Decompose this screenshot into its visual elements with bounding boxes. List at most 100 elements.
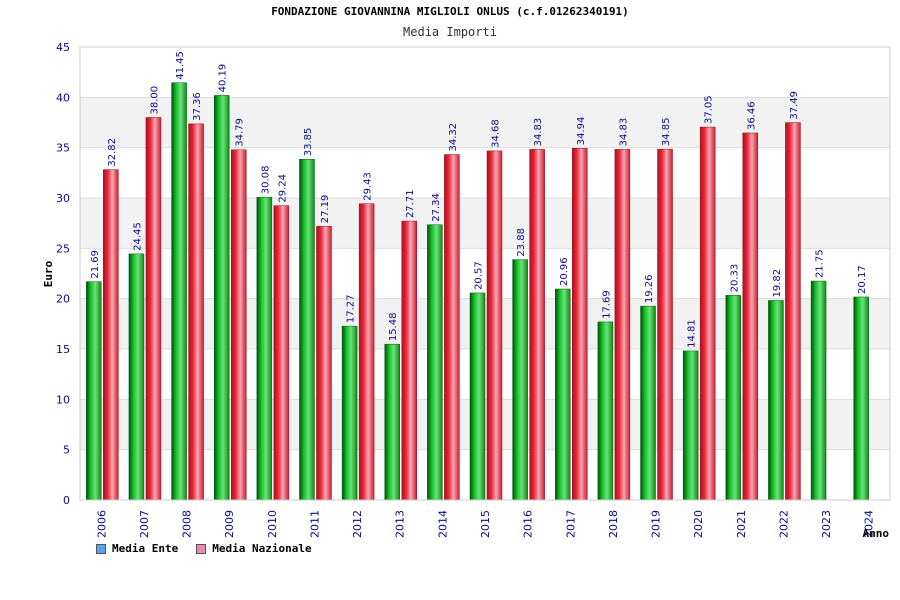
y-tick-label: 15 — [56, 343, 70, 356]
bar-media-ente — [597, 321, 614, 501]
bar-media-ente — [768, 300, 784, 501]
data-label: 19.82 — [772, 269, 783, 298]
data-label: 14.81 — [687, 319, 698, 348]
data-label: 27.71 — [405, 189, 416, 218]
data-label: 34.32 — [448, 123, 459, 152]
bar-media-nazionale — [145, 117, 162, 501]
bar-media-nazionale — [742, 132, 759, 501]
x-tick-label: 2009 — [223, 510, 236, 538]
x-tick-label: 2010 — [266, 510, 279, 538]
data-label: 37.05 — [704, 95, 715, 124]
bar-media-nazionale — [699, 126, 716, 501]
data-label: 29.24 — [277, 174, 288, 203]
y-tick-label: 35 — [56, 142, 70, 155]
x-tick-label: 2011 — [308, 510, 321, 538]
bar-media-nazionale — [316, 226, 332, 501]
x-tick-label: 2017 — [564, 510, 577, 538]
bar-media-ente — [725, 295, 742, 501]
bar-media-ente — [555, 288, 571, 501]
plot-frame — [79, 46, 891, 501]
bar-media-ente — [384, 343, 400, 501]
data-label: 34.79 — [235, 118, 246, 147]
bar-media-ente — [640, 305, 656, 501]
data-label: 34.94 — [576, 117, 587, 146]
data-label: 15.48 — [388, 313, 399, 342]
data-label: 17.69 — [601, 290, 612, 319]
x-tick-label: 2023 — [820, 510, 833, 538]
bar-media-nazionale — [785, 122, 801, 501]
x-tick-label: 2008 — [181, 510, 194, 538]
y-tick-label: 0 — [63, 494, 70, 507]
bar-media-ente — [427, 224, 443, 501]
bar-media-ente — [682, 350, 699, 501]
y-tick-label: 25 — [56, 242, 70, 255]
legend-swatch-ente — [96, 543, 106, 554]
bar-media-nazionale — [657, 148, 673, 501]
bar-media-ente — [853, 296, 869, 501]
bar-media-ente — [128, 253, 145, 501]
data-label: 38.00 — [149, 86, 160, 115]
x-tick-label: 2006 — [95, 510, 108, 538]
data-label: 20.96 — [559, 257, 570, 286]
data-label: 27.34 — [431, 193, 442, 222]
data-labels: 21.69 24.45 41.45 40.19 30.08 33.85 17.27 15.48… — [90, 51, 868, 348]
bar-media-ente — [810, 280, 827, 501]
x-tick-label: 2016 — [522, 510, 535, 538]
data-label: 34.83 — [533, 118, 544, 147]
data-label: 41.45 — [175, 51, 186, 80]
bar-media-ente — [469, 292, 486, 501]
data-label: 17.27 — [346, 295, 357, 324]
legend-label-ente: Media Ente — [112, 542, 179, 555]
x-tick-label: 2007 — [138, 510, 151, 538]
data-label: 20.33 — [729, 264, 740, 293]
x-tick-label: 2024 — [863, 510, 876, 538]
y-tick-label: 45 — [56, 41, 70, 54]
bar-media-nazionale — [230, 149, 247, 501]
data-label: 23.88 — [516, 228, 527, 257]
bar-media-ente — [256, 196, 273, 501]
data-label: 24.45 — [132, 222, 143, 251]
x-axis-label: Anno — [863, 527, 890, 540]
legend: Media Ente Media Nazionale — [96, 542, 312, 555]
y-tick-label: 20 — [56, 293, 70, 306]
data-label: 34.85 — [661, 118, 672, 147]
bar-media-nazionale — [444, 154, 460, 501]
x-tick-label: 2014 — [436, 510, 449, 538]
data-label: 20.57 — [474, 261, 485, 290]
data-label: 30.08 — [260, 166, 271, 195]
bar-media-nazionale — [188, 123, 204, 501]
bar-media-ente — [213, 95, 230, 501]
data-label: 40.19 — [218, 64, 229, 93]
chart-title: FONDAZIONE GIOVANNINA MIGLIOLI ONLUS (c.… — [271, 5, 629, 18]
x-tick-label: 2020 — [692, 510, 705, 538]
data-label: 34.68 — [491, 119, 502, 148]
bar-media-ente — [512, 259, 528, 501]
x-tick-label: 2018 — [607, 510, 620, 538]
data-label: 21.75 — [815, 249, 826, 278]
data-label: 27.19 — [320, 195, 331, 224]
data-label: 21.69 — [90, 250, 101, 279]
bar-media-nazionale — [401, 220, 417, 501]
x-tick-label: 2013 — [394, 510, 407, 538]
bars — [86, 82, 869, 501]
x-tick-label: 2012 — [351, 510, 364, 538]
legend-item-nazionale: Media Nazionale — [196, 542, 312, 555]
bar-media-nazionale — [358, 203, 375, 501]
bar-media-ente — [86, 281, 102, 501]
data-label: 37.36 — [192, 92, 203, 121]
chart-subtitle: Media Importi — [403, 25, 497, 39]
data-label: 34.83 — [618, 118, 629, 147]
data-label: 20.17 — [857, 265, 868, 294]
data-label: 32.82 — [107, 138, 118, 167]
data-label: 29.43 — [363, 172, 374, 201]
bar-media-nazionale — [614, 149, 631, 501]
bar-media-ente — [299, 158, 315, 501]
bar-media-nazionale — [486, 150, 503, 501]
legend-swatch-nazionale — [196, 543, 207, 554]
bar-media-ente — [341, 325, 358, 501]
y-tick-label: 30 — [56, 192, 70, 205]
x-tick-label: 2021 — [735, 510, 748, 538]
x-tick-label: 2015 — [479, 510, 492, 538]
axes: 0 5 10 15 20 25 30 35 40 45 2006 2007 2008 2009 2010 20… — [56, 41, 891, 538]
bar-media-nazionale — [572, 148, 588, 501]
